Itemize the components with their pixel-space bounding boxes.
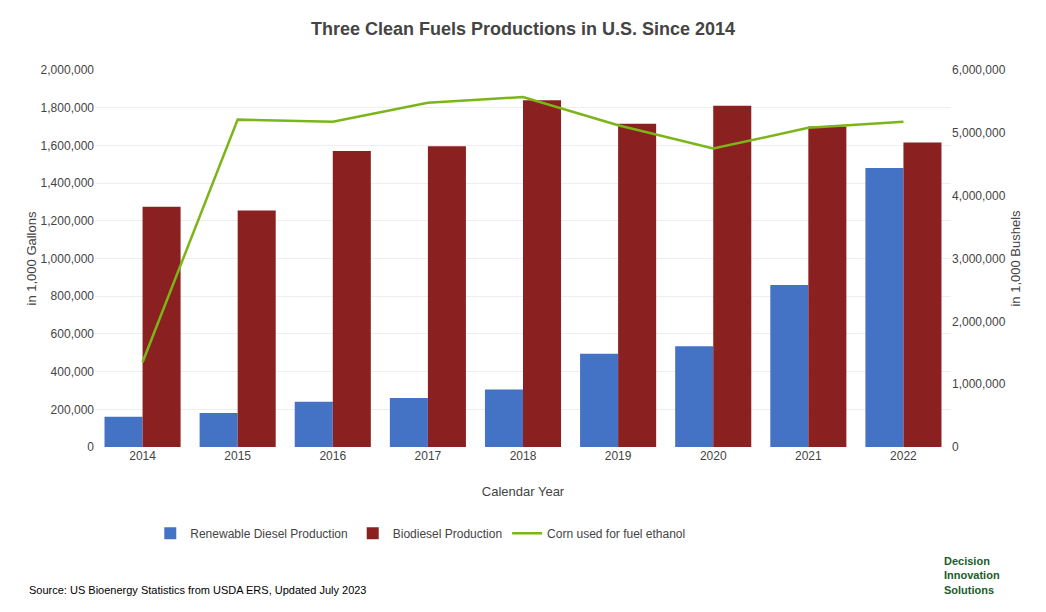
svg-text:Biodiesel Production: Biodiesel Production [393,527,502,541]
svg-text:200,000: 200,000 [51,403,95,417]
svg-text:0: 0 [952,440,959,454]
svg-text:2014: 2014 [129,449,156,463]
svg-text:2016: 2016 [319,449,346,463]
svg-text:2015: 2015 [224,449,251,463]
svg-text:0: 0 [87,440,94,454]
svg-text:1,400,000: 1,400,000 [41,176,95,190]
svg-text:in 1,000 Gallons: in 1,000 Gallons [24,211,39,305]
svg-text:1,800,000: 1,800,000 [41,101,95,115]
svg-text:600,000: 600,000 [51,327,95,341]
svg-text:2,000,000: 2,000,000 [41,63,95,77]
svg-text:Source: US Bioenergy Statistic: Source: US Bioenergy Statistics from USD… [29,584,367,596]
svg-text:2020: 2020 [700,449,727,463]
svg-text:1,200,000: 1,200,000 [41,214,95,228]
svg-text:800,000: 800,000 [51,289,95,303]
svg-text:2022: 2022 [890,449,917,463]
svg-text:1,000,000: 1,000,000 [952,377,1006,391]
svg-text:Corn used for fuel ethanol: Corn used for fuel ethanol [547,527,685,541]
svg-text:2019: 2019 [605,449,632,463]
svg-text:Calendar Year: Calendar Year [482,484,565,499]
svg-text:Renewable Diesel Production: Renewable Diesel Production [190,527,347,541]
svg-text:3,000,000: 3,000,000 [952,252,1006,266]
svg-text:400,000: 400,000 [51,365,95,379]
svg-text:in 1,000 Bushels: in 1,000 Bushels [1008,210,1023,307]
svg-text:DecisionInnovationSolutions: DecisionInnovationSolutions [944,555,1000,596]
svg-text:Three Clean Fuels Productions: Three Clean Fuels Productions in U.S. Si… [311,19,735,39]
svg-text:4,000,000: 4,000,000 [952,189,1006,203]
svg-text:5,000,000: 5,000,000 [952,126,1006,140]
svg-text:2018: 2018 [510,449,537,463]
svg-text:2017: 2017 [415,449,442,463]
svg-text:6,000,000: 6,000,000 [952,63,1006,77]
svg-text:2,000,000: 2,000,000 [952,315,1006,329]
svg-text:1,600,000: 1,600,000 [41,139,95,153]
svg-text:2021: 2021 [795,449,822,463]
svg-text:1,000,000: 1,000,000 [41,252,95,266]
